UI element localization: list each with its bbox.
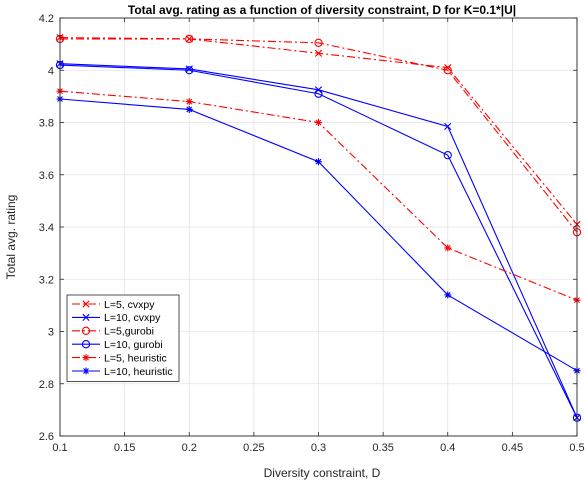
data-point (185, 98, 193, 106)
legend-label: L=5, cvxpy (104, 299, 155, 311)
x-tick-label: 0.4 (440, 442, 455, 454)
x-tick-label: 0.45 (502, 442, 523, 454)
y-tick-label: 2.8 (39, 379, 54, 391)
legend-box (66, 294, 180, 382)
data-point (314, 38, 323, 47)
legend-item: L=10, cvxpy (72, 312, 161, 324)
series-line (60, 38, 578, 233)
marker-x (444, 122, 452, 131)
x-tick-label: 0.1 (52, 442, 67, 454)
data-point (444, 244, 452, 252)
legend-label: L=10, gurobi (104, 339, 163, 351)
y-tick-label: 3.4 (39, 222, 54, 234)
marker-asterisk (82, 354, 90, 362)
y-axis-label: Total avg. rating (4, 195, 18, 280)
data-point (315, 119, 322, 126)
marker-asterisk (82, 367, 90, 375)
grid (59, 17, 578, 437)
y-tick-label: 3.6 (39, 170, 54, 182)
marker-asterisk (315, 119, 322, 126)
marker-x (314, 49, 323, 57)
y-tick-label: 3.8 (39, 118, 54, 130)
legend-label: L=10, cvxpy (104, 312, 161, 324)
y-tick-label: 4 (48, 65, 54, 77)
data-point (443, 66, 452, 75)
marker-circle (443, 151, 452, 160)
chart-title: Total avg. rating as a function of diver… (128, 3, 516, 17)
legend-item: L=5,gurobi (72, 326, 154, 338)
data-point (185, 66, 194, 75)
data-point (315, 158, 322, 166)
y-tick-label: 3.2 (39, 274, 54, 286)
y-tick-label: 2.6 (39, 431, 54, 443)
marker-circle (81, 326, 91, 335)
data-point (185, 34, 194, 44)
x-tick-label: 0.15 (114, 442, 135, 454)
marker-circle (443, 66, 452, 75)
marker-x (82, 300, 90, 308)
x-tick-label: 0.25 (243, 442, 264, 454)
marker-x (82, 313, 90, 321)
marker-circle (185, 34, 194, 44)
data-point (443, 151, 452, 160)
marker-asterisk (185, 98, 193, 106)
ticks: 0.1 0.15 0.2 0.25 0.3 0.35 0.4 0.45 0.5 2.6 2.8 3 3.… (39, 13, 585, 454)
x-tick-label: 0.35 (372, 442, 393, 454)
legend-item: L=5, cvxpy (72, 299, 155, 311)
data-point (444, 122, 452, 131)
x-tick-label: 0.3 (311, 442, 326, 454)
marker-circle (314, 89, 323, 98)
y-tick-label: 4.2 (39, 13, 54, 25)
data-point (82, 313, 90, 321)
series-line (59, 64, 578, 418)
marker-asterisk (185, 105, 193, 113)
data-point (314, 89, 323, 98)
y-tick-label: 3 (48, 327, 54, 339)
marker-asterisk (444, 244, 452, 252)
data-point (444, 291, 452, 299)
marker-circle (314, 38, 323, 47)
data-point (81, 326, 91, 335)
data-point (82, 300, 90, 308)
marker-circle (185, 66, 194, 75)
x-axis-label: Diversity constraint, D (264, 466, 381, 480)
x-tick-label: 0.5 (569, 442, 584, 454)
legend-label: L=5,gurobi (104, 326, 154, 338)
series-layer (55, 34, 582, 422)
marker-asterisk (444, 291, 452, 299)
legend-item: L=10, gurobi (72, 339, 163, 351)
marker-asterisk (315, 158, 322, 166)
data-point (185, 105, 193, 113)
data-point (82, 354, 90, 362)
legend-item: L=5, heuristic (72, 352, 167, 364)
legend-item: L=10, heuristic (72, 366, 173, 378)
data-point (82, 367, 90, 375)
data-point (81, 340, 91, 349)
marker-circle (81, 340, 91, 349)
x-tick-label: 0.2 (182, 442, 197, 454)
data-point (314, 49, 323, 57)
legend-label: L=10, heuristic (104, 366, 173, 378)
legend-label: L=5, heuristic (104, 352, 167, 364)
